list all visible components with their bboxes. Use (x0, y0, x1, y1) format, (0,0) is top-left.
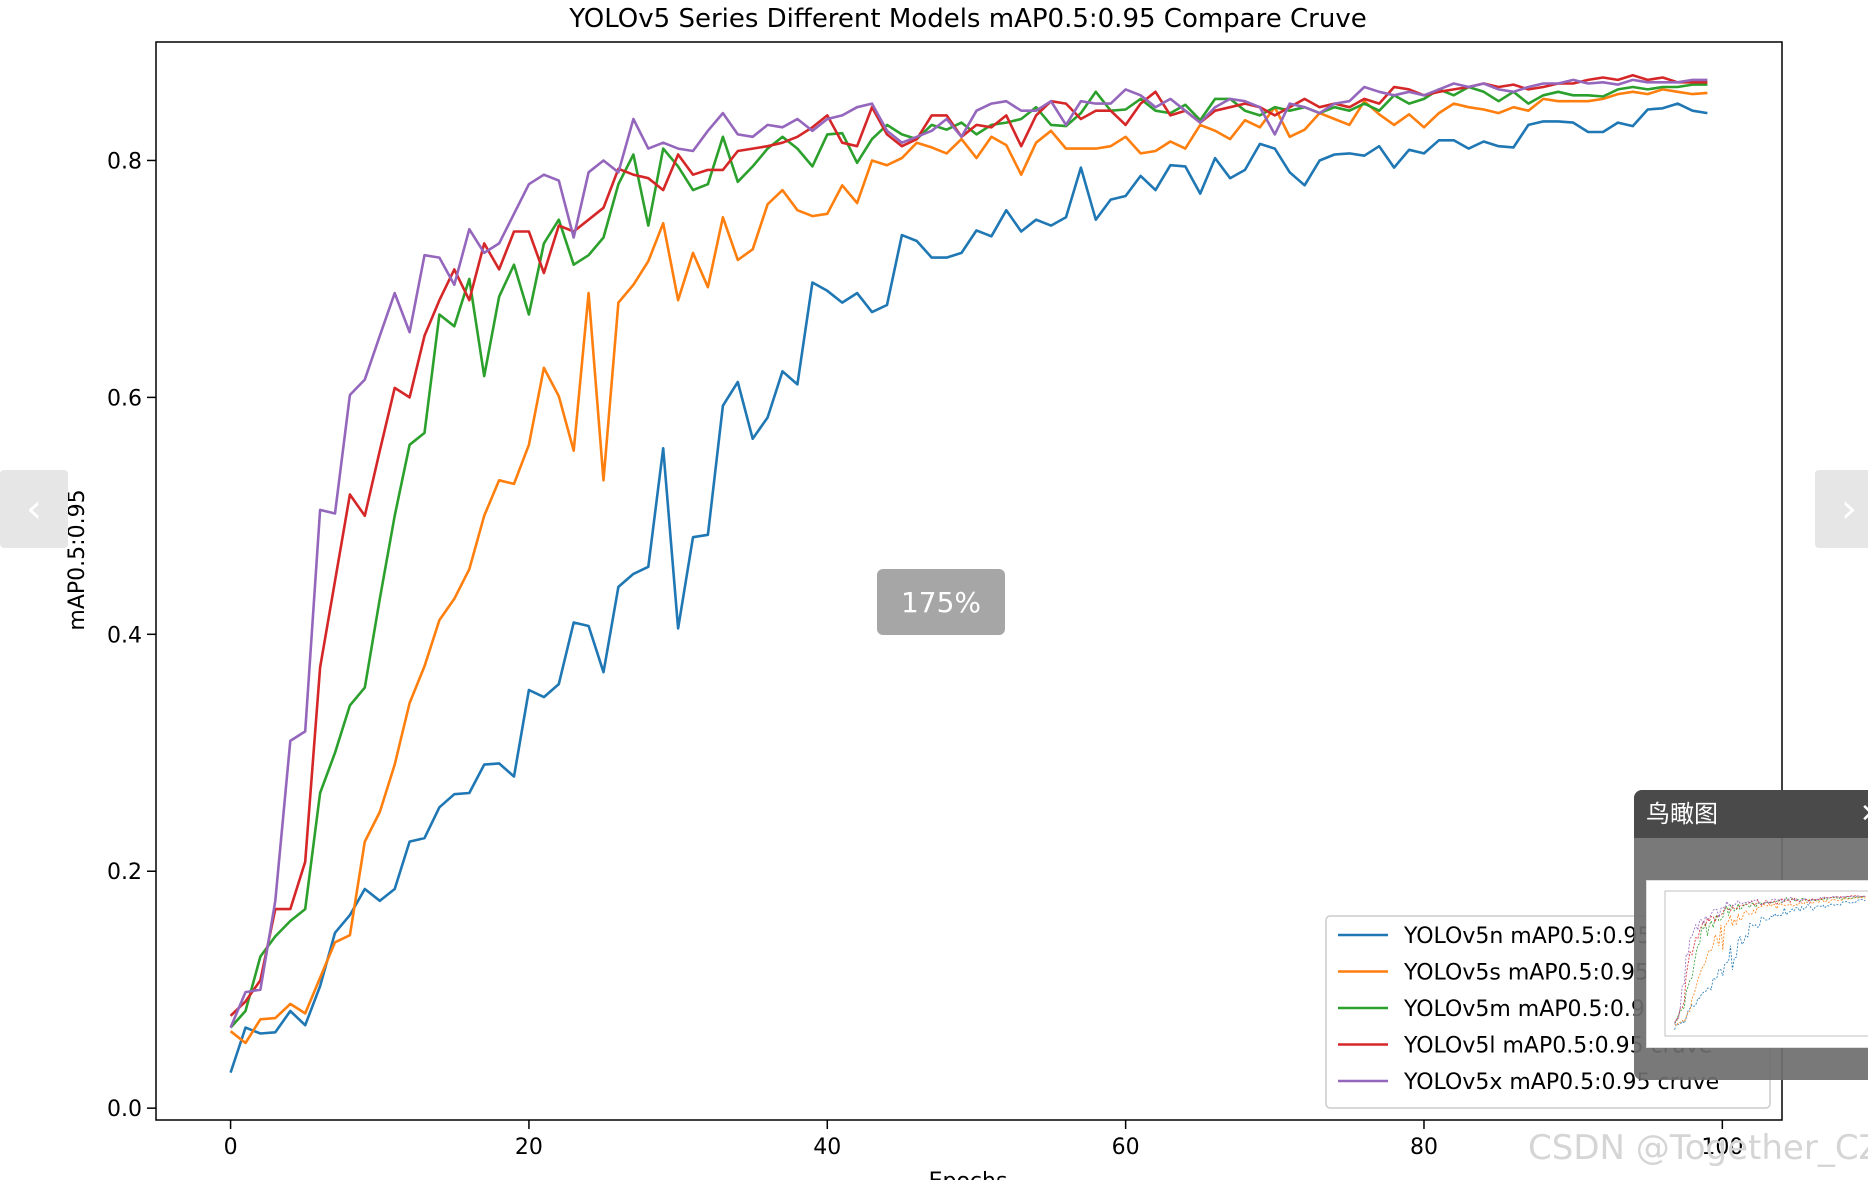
series-line-yolov5x (229, 78, 1708, 1029)
birdseye-header: 鸟瞰图 ✕ (1634, 790, 1868, 838)
y-tick-label: 0.4 (107, 623, 142, 648)
birdseye-title: 鸟瞰图 (1646, 800, 1718, 828)
zoom-level-badge: 175% (877, 569, 1005, 635)
plot-frame (155, 41, 1783, 1121)
watermark: CSDN @Together_CZ (1528, 1128, 1868, 1168)
series-line-yolov5s (229, 88, 1708, 1045)
x-tick-label: 40 (813, 1135, 841, 1160)
series-line-yolov5l (229, 73, 1708, 1017)
thumb-series-line (1674, 896, 1866, 1027)
y-tick-label: 0.2 (107, 860, 142, 885)
next-image-button[interactable]: › (1815, 470, 1868, 548)
chart-title: YOLOv5 Series Different Models mAP0.5:0.… (568, 4, 1366, 34)
birdseye-panel[interactable]: 鸟瞰图 ✕ (1634, 790, 1868, 1080)
x-tick-label: 100 (1701, 1135, 1743, 1160)
series-line-yolov5m (229, 83, 1708, 1029)
prev-image-button[interactable]: ‹ (0, 470, 68, 548)
thumb-series-line (1674, 898, 1866, 1030)
birdseye-thumbnail[interactable] (1646, 880, 1868, 1048)
chevron-right-icon: › (1841, 486, 1857, 532)
thumb-frame (1664, 890, 1868, 1037)
x-tick-label: 20 (515, 1135, 543, 1160)
x-tick-label: 60 (1112, 1135, 1140, 1160)
y-tick-label: 0.0 (107, 1097, 142, 1122)
thumb-series-line (1674, 895, 1866, 1023)
close-icon[interactable]: ✕ (1860, 790, 1868, 838)
y-tick-label: 0.6 (107, 386, 142, 411)
thumb-series-line (1674, 895, 1866, 1024)
x-tick-label: 80 (1410, 1135, 1438, 1160)
y-axis-label: mAP0.5:0.95 (65, 489, 90, 630)
x-axis-label: Epochs (929, 1169, 1008, 1180)
x-tick-label: 0 (224, 1135, 238, 1160)
thumb-series-line (1674, 896, 1866, 1024)
chevron-left-icon: ‹ (26, 486, 42, 532)
series-line-yolov5n (229, 102, 1708, 1074)
y-tick-label: 0.8 (107, 149, 142, 174)
